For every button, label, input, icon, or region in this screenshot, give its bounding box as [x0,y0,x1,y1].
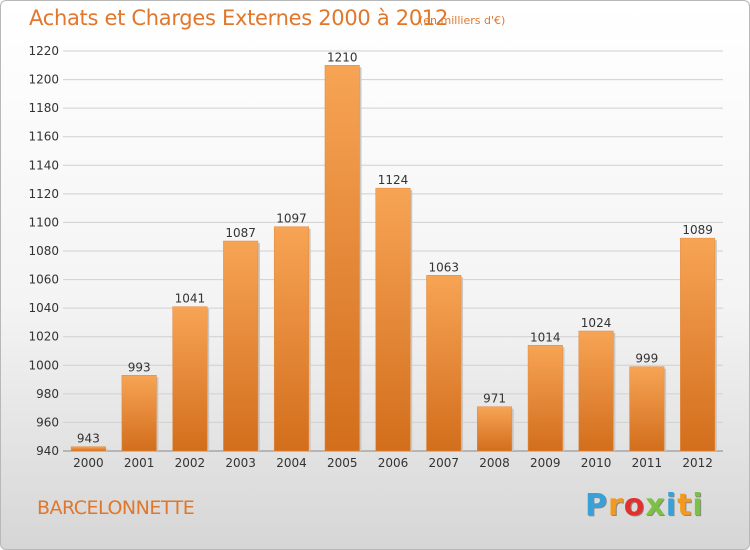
bar-2006 [375,187,411,452]
data-label: 1087 [225,226,256,240]
data-label: 999 [635,352,658,366]
data-label: 1014 [530,330,561,344]
bar-2009 [527,345,563,452]
data-label: 971 [483,392,506,406]
x-tick-label: 2010 [581,456,612,470]
x-tick-label: 2004 [276,456,307,470]
logo-letter: o [623,488,646,523]
data-label: 1210 [327,50,358,64]
y-tick-label: 940 [36,444,59,458]
y-tick-label: 1140 [28,158,59,172]
logo-letter: x [645,488,666,523]
y-tick-label: 1060 [28,273,59,287]
y-tick-label: 1180 [28,101,59,115]
y-tick-label: 1120 [28,187,59,201]
x-tick-label: 2009 [530,456,561,470]
commune-name: BARCELONNETTE [37,497,195,519]
bars-group: 943 993 1041 1087 1097 1210 1124 1063 971 1014 102… [70,50,717,452]
y-axis: 940 960 980 1000 1020 1040 1060 1080 1100 1120 114… [28,44,59,458]
x-tick-label: 2006 [378,456,409,470]
data-label: 1041 [175,292,206,306]
y-tick-label: 1000 [28,358,59,372]
y-tick-label: 1160 [28,130,59,144]
x-tick-label: 2000 [73,456,104,470]
chart-subtitle: (en milliers d'€) [419,14,506,27]
y-tick-label: 960 [36,415,59,429]
logo-letter: i [692,488,704,523]
x-tick-label: 2001 [124,456,155,470]
bar-2000 [70,446,106,452]
y-tick-label: 1220 [28,44,59,58]
x-tick-label: 2011 [632,456,663,470]
logo-letter: P [585,488,608,523]
bar-2004 [273,226,309,452]
data-label: 1089 [682,223,713,237]
bar-2003 [223,240,259,452]
bar-2010 [578,330,614,452]
data-label: 1124 [378,173,409,187]
x-axis: 2000 2001 2002 2003 2004 2005 2006 2007 2008 2009… [73,456,713,470]
x-tick-label: 2002 [175,456,206,470]
proxiti-logo: Proxiti [585,488,704,523]
data-label: 993 [128,360,151,374]
data-label: 1024 [581,316,612,330]
chart-title: Achats et Charges Externes 2000 à 2012 [29,6,449,30]
bar-2001 [121,375,157,452]
x-tick-label: 2007 [428,456,459,470]
x-tick-label: 2003 [225,456,256,470]
bar-2005 [324,65,360,452]
data-label: 943 [77,432,100,446]
y-tick-label: 1040 [28,301,59,315]
data-label: 1097 [276,212,307,226]
bar-2008 [477,406,513,452]
bar-2007 [426,275,462,452]
logo-letter: i [665,488,678,523]
x-tick-label: 2008 [479,456,510,470]
y-tick-label: 1020 [28,330,59,344]
bar-2012 [680,237,716,452]
x-tick-label: 2012 [682,456,713,470]
logo-letter: t [677,488,693,523]
logo-letter: r [608,488,624,523]
bar-2002 [172,306,208,452]
y-tick-label: 1080 [28,244,59,258]
data-label: 1063 [428,260,459,274]
y-tick-label: 980 [36,387,59,401]
y-tick-label: 1100 [28,215,59,229]
y-tick-label: 1200 [28,73,59,87]
bar-2011 [629,366,665,452]
x-tick-label: 2005 [327,456,358,470]
